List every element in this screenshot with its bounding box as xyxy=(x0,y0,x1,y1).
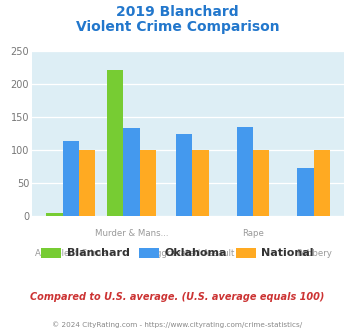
Text: Murder & Mans...: Murder & Mans... xyxy=(95,229,168,238)
Bar xyxy=(176,134,192,216)
Text: 2019 Blanchard: 2019 Blanchard xyxy=(116,5,239,19)
Bar xyxy=(297,168,314,216)
Bar xyxy=(123,128,140,216)
Bar xyxy=(107,70,123,216)
Bar xyxy=(314,150,330,216)
Bar xyxy=(46,213,62,216)
Text: Aggravated Assault: Aggravated Assault xyxy=(150,249,234,258)
Text: All Violent Crime: All Violent Crime xyxy=(35,249,106,258)
Bar xyxy=(62,141,79,216)
Text: Violent Crime Comparison: Violent Crime Comparison xyxy=(76,20,279,34)
Bar xyxy=(140,150,156,216)
Text: Rape: Rape xyxy=(242,229,264,238)
Text: © 2024 CityRating.com - https://www.cityrating.com/crime-statistics/: © 2024 CityRating.com - https://www.city… xyxy=(53,322,302,328)
Bar xyxy=(236,127,253,216)
Bar xyxy=(79,150,95,216)
Text: Compared to U.S. average. (U.S. average equals 100): Compared to U.S. average. (U.S. average … xyxy=(30,292,325,302)
Bar xyxy=(253,150,269,216)
Bar xyxy=(192,150,209,216)
Text: Robbery: Robbery xyxy=(296,249,332,258)
Legend: Blanchard, Oklahoma, National: Blanchard, Oklahoma, National xyxy=(41,248,314,258)
